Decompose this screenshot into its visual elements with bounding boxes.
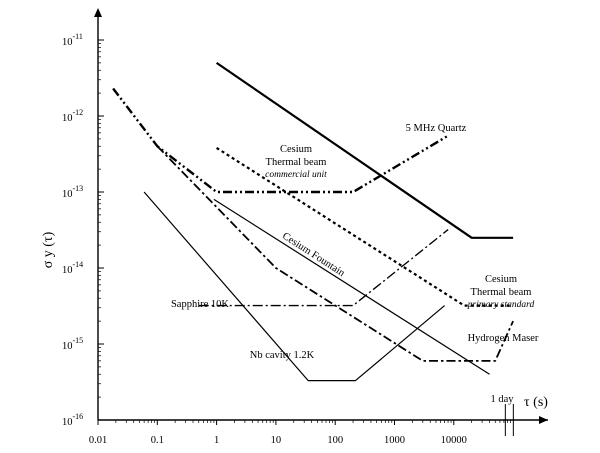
x-tick-label: 10 <box>271 435 282 446</box>
series-5-mhz-quartz-line <box>112 87 449 194</box>
x-tick-label: 0.1 <box>151 435 164 446</box>
maser-label: Hydrogen Maser <box>468 333 539 344</box>
series-cesium-thermal-beam-primary-standard-line <box>216 146 514 307</box>
quartz-label: 5 MHz Quartz <box>406 123 467 134</box>
series-hydrogen-maser-line <box>156 145 514 362</box>
cesium-primary-label-line1: Cesium <box>485 274 517 285</box>
x-tick-label: 1000 <box>384 435 405 446</box>
axes: 0.01 0.1 1 10 100 1000 10000 10-16 10-15 10-14 10-… <box>62 8 548 446</box>
y-axis-arrowhead <box>94 8 102 17</box>
x-axis-title: τ (s) <box>524 395 548 410</box>
y-tick-label: 10-15 <box>62 336 83 352</box>
cesium-commercial-label-line1: Cesium <box>280 144 312 155</box>
x-tick-label: 10000 <box>441 435 467 446</box>
nb-cavity-label: Nb cavity 1.2K <box>250 350 315 361</box>
x-axis-arrowhead <box>539 416 548 424</box>
fountain-label: Cesium Fountain <box>280 231 347 280</box>
cesium-primary-label-line3: primary standard <box>467 300 535 310</box>
series-cesium-thermal-beam-commercial-unit-line <box>215 61 514 239</box>
series-nb-cavity-1-2k-line <box>143 191 445 382</box>
y-tick-label: 10-16 <box>62 412 83 428</box>
y-tick-label: 10-11 <box>62 32 83 48</box>
y-tick-label: 10-13 <box>62 184 83 200</box>
y-tick-label: 10-14 <box>62 260 83 276</box>
y-tick-label: 10-12 <box>62 108 83 124</box>
sapphire-label: Sapphire 10K <box>171 299 229 310</box>
x-tick-label: 0.01 <box>89 435 107 446</box>
cesium-primary-label-line2: Thermal beam <box>471 287 532 298</box>
series-cesium-fountain-line <box>213 198 490 375</box>
cesium-commercial-label-line2: Thermal beam <box>266 157 327 168</box>
series-layer <box>112 61 514 382</box>
y-axis-title: σ y (τ) <box>41 231 56 268</box>
one-day-label: 1 day <box>490 394 514 405</box>
series-sapphire-10k-line <box>198 229 449 307</box>
cesium-commercial-label-line3: commercial unit <box>265 170 327 180</box>
x-tick-label: 100 <box>327 435 343 446</box>
labels: σ y (τ) τ (s) 1 day Cesium Thermal beam … <box>41 123 548 410</box>
x-tick-label: 1 <box>214 435 219 446</box>
